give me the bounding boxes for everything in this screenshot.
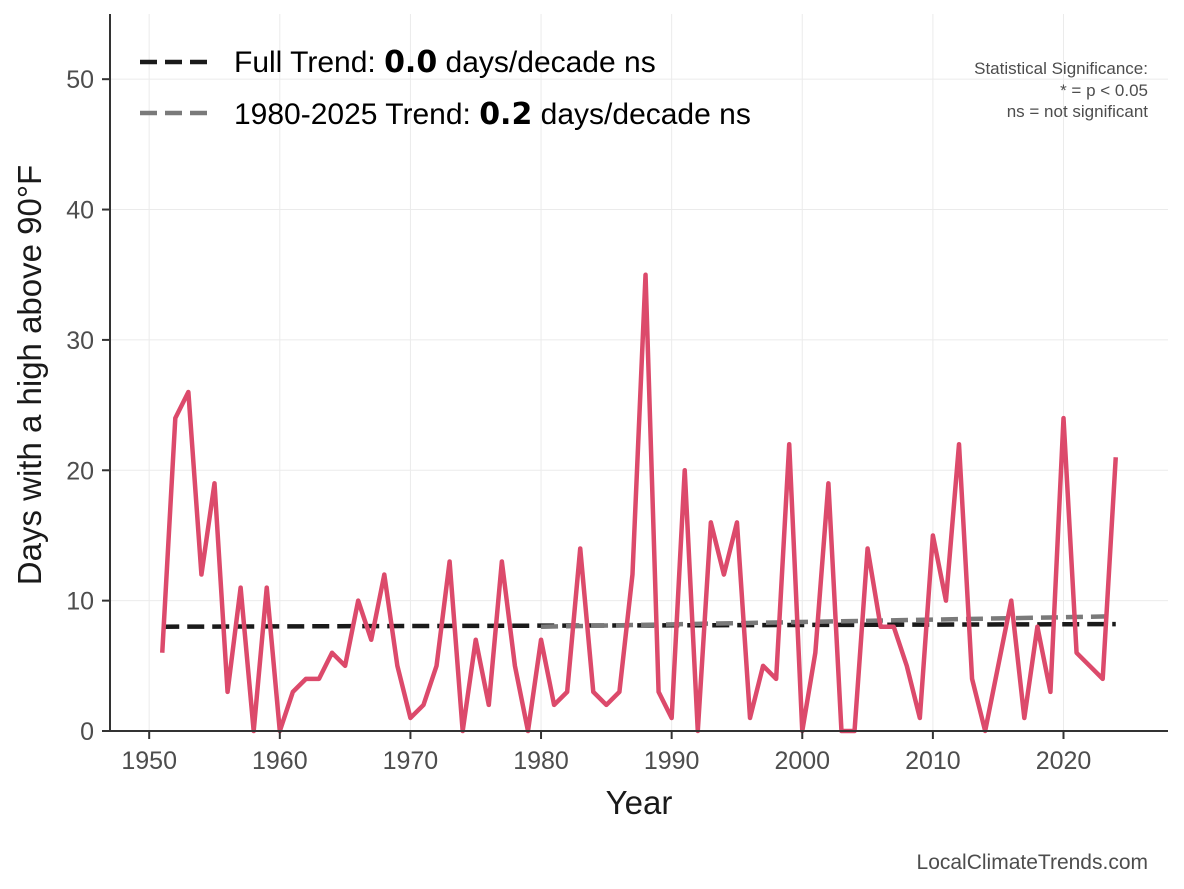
y-axis-title: Days with a high above 90°F	[11, 165, 48, 585]
series-layer	[160, 272, 1118, 734]
legend-entry-full-trend: Full Trend: 0.0 days/decade ns	[234, 45, 656, 80]
y-tick-label: 30	[66, 327, 94, 355]
x-tick-label: 2000	[774, 747, 830, 775]
series-line	[160, 272, 1118, 734]
y-tick-label: 40	[66, 197, 94, 225]
legend: Full Trend: 0.0 days/decade ns 1980-2025…	[140, 45, 751, 132]
significance-note: Statistical Significance: * = p < 0.05 n…	[974, 59, 1148, 121]
x-tick-label: 1990	[644, 747, 700, 775]
full-trend-line	[162, 621, 1116, 629]
significance-p-value: * = p < 0.05	[1060, 81, 1148, 100]
recent-trend-line	[540, 614, 1116, 629]
x-tick-label: 2020	[1036, 747, 1092, 775]
x-tick-label: 1980	[513, 747, 569, 775]
significance-title: Statistical Significance:	[974, 59, 1148, 78]
y-tick-label: 0	[80, 718, 94, 746]
legend-entry-recent-trend: 1980-2025 Trend: 0.2 days/decade ns	[234, 97, 751, 132]
axes-layer	[109, 14, 1168, 732]
x-tick-label: 2010	[905, 747, 961, 775]
x-tick-label: 1950	[121, 747, 177, 775]
x-tick-label: 1960	[252, 747, 308, 775]
tick-layer: 1950 1960 1970 1980 1990 2000 2010 2020 0 10 20 30 4…	[66, 66, 1091, 775]
y-tick-label: 20	[66, 457, 94, 485]
grid-layer	[110, 14, 1168, 732]
significance-ns: ns = not significant	[1007, 102, 1149, 121]
y-tick-label: 10	[66, 588, 94, 616]
y-tick-label: 50	[66, 66, 94, 94]
credit-text: LocalClimateTrends.com	[917, 851, 1148, 874]
x-axis-title: Year	[606, 784, 673, 821]
x-tick-label: 1970	[383, 747, 439, 775]
trend-layer	[162, 614, 1116, 629]
